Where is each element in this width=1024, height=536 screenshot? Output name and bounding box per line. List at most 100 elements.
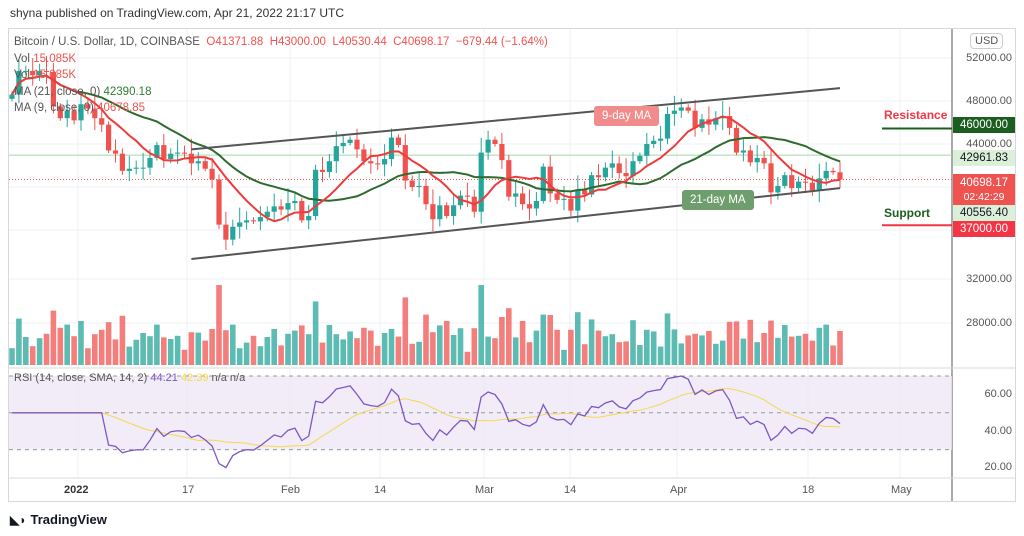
candle-body [802, 181, 809, 183]
volume-bar [795, 335, 802, 365]
candle-body [368, 161, 374, 164]
candle-body [250, 220, 257, 222]
candle-body [637, 155, 643, 162]
candle-body [747, 150, 753, 163]
time-tick: May [891, 484, 912, 496]
tradingview-logo[interactable]: ◣◗ TradingView [10, 512, 107, 527]
candle-body [271, 206, 277, 212]
candle-body [740, 150, 746, 153]
candle-body [444, 205, 450, 217]
logo-icon: ◣◗ [10, 512, 27, 527]
volume-bar [747, 319, 754, 365]
volume-bar [395, 336, 402, 365]
candle-body [451, 205, 457, 217]
volume-bar [71, 336, 77, 365]
candle-body [492, 139, 498, 144]
candle-body [547, 166, 553, 194]
volume-bar [692, 333, 698, 365]
candle-body [796, 181, 802, 189]
volume-bar [602, 336, 609, 365]
volume-bar [98, 329, 105, 365]
volume-bar [161, 337, 167, 365]
volume-bar [50, 310, 57, 365]
candle-body [823, 170, 829, 179]
volume-bar [319, 342, 326, 365]
candle-body [395, 137, 401, 146]
candle-body [609, 163, 615, 168]
volume-bar [671, 329, 678, 365]
time-tick: 18 [802, 484, 815, 496]
candle-body [775, 185, 781, 193]
ma9-price-tag: 40556.40 [953, 205, 1015, 221]
volume-bar [430, 332, 436, 365]
currency-button[interactable]: USD [970, 33, 1004, 49]
candle-body [540, 166, 546, 201]
volume-bar [485, 336, 491, 365]
volume-bar [333, 334, 340, 365]
candle-body [554, 193, 560, 200]
volume-bar [388, 329, 395, 365]
candle-body [223, 224, 229, 240]
price-tick: 44000.00 [966, 138, 1012, 150]
vol-value-2: 15.085K [33, 69, 77, 81]
last-price: 40698.17 [960, 177, 1008, 189]
candle-body [92, 108, 98, 119]
na-2: n/a [229, 372, 246, 384]
channel-upper-line [191, 87, 841, 151]
volume-bar [816, 327, 823, 365]
resistance-price-tag: 46000.00 [953, 117, 1015, 133]
volume-bar [768, 320, 774, 365]
high-value: H43000.00 [269, 36, 326, 48]
volume-bar [788, 336, 795, 365]
candle-body [768, 163, 774, 193]
candle-body [409, 180, 415, 187]
volume-bar [374, 345, 381, 365]
rsi-value: 44.21 [150, 372, 178, 384]
candle-body [106, 124, 112, 151]
volume-bar [540, 314, 547, 365]
candle-body [789, 175, 795, 189]
open-value: O41371.88 [206, 36, 264, 48]
candle-body [478, 152, 484, 212]
volume-bar [519, 321, 526, 365]
volume-bar [499, 317, 505, 365]
candle-body [692, 110, 698, 128]
resistance-label: Resistance [884, 108, 948, 122]
volume-bar [78, 321, 84, 365]
time-tick: Apr [670, 484, 688, 496]
candle-body [658, 138, 664, 141]
volume-bar [43, 333, 50, 365]
volume-bar [354, 338, 360, 365]
candle-body [292, 200, 298, 204]
volume-bar [699, 335, 705, 365]
candle-body [830, 170, 836, 173]
time-tick: 2022 [64, 484, 89, 496]
candle-body [485, 139, 491, 153]
candle-body [264, 211, 270, 218]
candle-body [71, 110, 77, 121]
volume-bar [637, 345, 643, 365]
volume-bar [547, 315, 553, 365]
volume-bar [236, 348, 243, 365]
volume-bar [609, 334, 616, 365]
volume-bar [92, 334, 98, 365]
ma21-callout: 21-day MA [682, 190, 754, 210]
volume-bar [209, 329, 215, 365]
volume-bar [575, 312, 581, 365]
volume-bar [347, 331, 353, 365]
candle-body [623, 173, 629, 177]
volume-bar [726, 321, 733, 365]
candle-body [175, 152, 181, 154]
price-tick: 48000.00 [966, 95, 1012, 107]
candle-body [257, 217, 263, 222]
volume-bar [140, 333, 146, 365]
volume-bar [285, 333, 291, 365]
candle-body [154, 145, 160, 158]
candle-body [181, 152, 188, 154]
volume-bar [381, 333, 388, 365]
rsi-line [12, 375, 841, 469]
volume-bar [64, 324, 70, 365]
volume-bar [361, 327, 367, 365]
volume-bar [112, 339, 119, 365]
